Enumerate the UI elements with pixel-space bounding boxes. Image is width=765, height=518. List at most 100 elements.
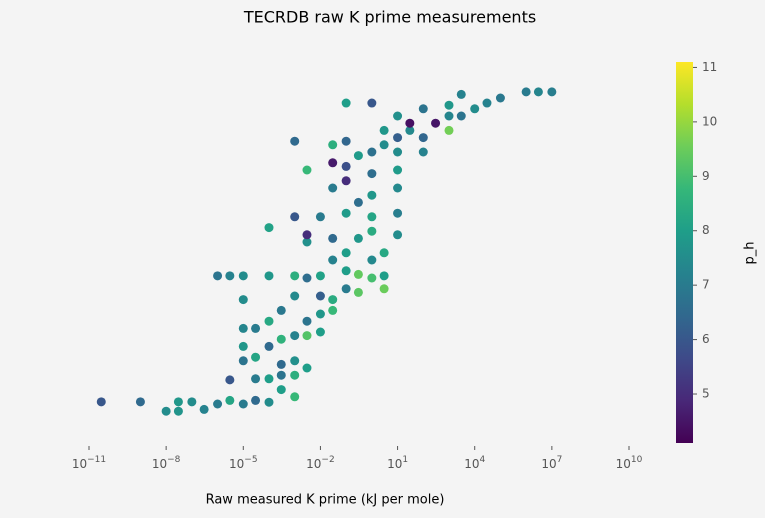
point [456, 111, 466, 121]
x-tick-label: 107 [541, 455, 562, 471]
point [470, 104, 480, 114]
point [367, 190, 377, 200]
point [290, 331, 300, 341]
point [276, 305, 286, 315]
point [315, 212, 325, 222]
point [341, 136, 351, 146]
point [302, 363, 312, 373]
point [225, 271, 235, 281]
point [418, 133, 428, 143]
point [161, 406, 171, 416]
point [135, 397, 145, 407]
colorbar-tick-label: 9 [702, 169, 710, 183]
point [238, 295, 248, 305]
point [251, 374, 261, 384]
point [264, 223, 274, 233]
point [302, 165, 312, 175]
point [521, 87, 531, 97]
x-tick-label: 104 [464, 455, 485, 471]
point [353, 233, 363, 243]
point [328, 255, 338, 265]
point [328, 233, 338, 243]
point [290, 271, 300, 281]
point [353, 269, 363, 279]
point [290, 370, 300, 380]
point [276, 385, 286, 395]
point [379, 271, 389, 281]
point [328, 305, 338, 315]
point [302, 331, 312, 341]
point [96, 397, 106, 407]
point [315, 291, 325, 301]
x-tick-label: 10−2 [306, 455, 335, 471]
point [328, 183, 338, 193]
point [367, 273, 377, 283]
point [315, 327, 325, 337]
point [341, 176, 351, 186]
point [444, 100, 454, 110]
point [444, 111, 454, 121]
point [238, 399, 248, 409]
point [482, 98, 492, 108]
point [393, 133, 403, 143]
colorbar-tick-label: 11 [702, 60, 717, 74]
point [199, 404, 209, 414]
point [302, 316, 312, 326]
point [276, 359, 286, 369]
x-tick-label: 10−5 [229, 455, 258, 471]
point [264, 397, 274, 407]
point [302, 230, 312, 240]
point [367, 98, 377, 108]
point [353, 151, 363, 161]
point [328, 158, 338, 168]
point [276, 334, 286, 344]
point [379, 248, 389, 258]
point [367, 226, 377, 236]
point [353, 287, 363, 297]
point [251, 395, 261, 405]
point [225, 395, 235, 405]
point [290, 291, 300, 301]
point [290, 356, 300, 366]
point [547, 87, 557, 97]
point [367, 169, 377, 179]
point [264, 341, 274, 351]
point [315, 309, 325, 319]
point [431, 118, 441, 128]
colorbar-label: p_h [743, 242, 758, 265]
point [379, 125, 389, 135]
point [264, 271, 274, 281]
point [251, 352, 261, 362]
point [393, 230, 403, 240]
point [302, 273, 312, 283]
point [328, 140, 338, 150]
x-tick-label: 10−11 [72, 455, 106, 471]
point [405, 118, 415, 128]
point [353, 197, 363, 207]
point [341, 284, 351, 294]
chart-title: TECRDB raw K prime measurements [243, 8, 536, 27]
point [251, 323, 261, 333]
point [328, 295, 338, 305]
x-axis-label: Raw measured K prime (kJ per mole) [206, 493, 445, 508]
point [393, 147, 403, 157]
colorbar-tick-label: 5 [702, 387, 710, 401]
point [393, 111, 403, 121]
point [367, 147, 377, 157]
point [444, 125, 454, 135]
point [367, 212, 377, 222]
point [238, 341, 248, 351]
point [238, 271, 248, 281]
colorbar-tick-label: 7 [702, 278, 710, 292]
x-tick-label: 1010 [616, 455, 643, 471]
point [418, 104, 428, 114]
point [290, 136, 300, 146]
point [393, 208, 403, 218]
point [341, 248, 351, 258]
point [456, 89, 466, 99]
point [341, 161, 351, 171]
point [393, 165, 403, 175]
colorbar-tick-label: 8 [702, 223, 710, 237]
point [341, 266, 351, 276]
